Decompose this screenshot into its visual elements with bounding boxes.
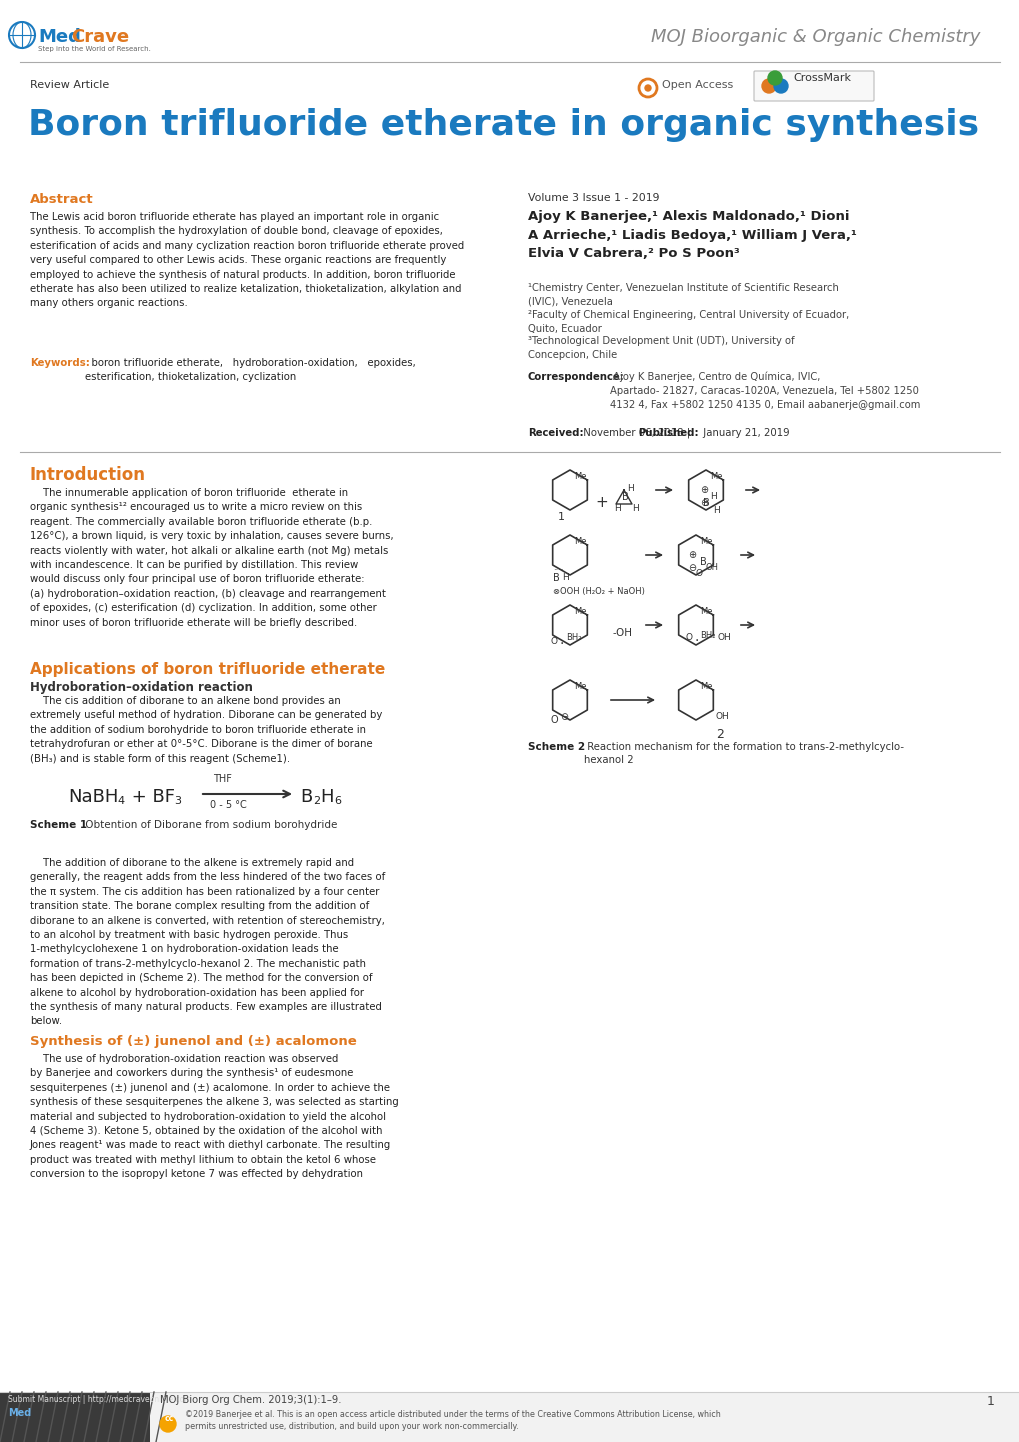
Text: Reaction mechanism for the formation to trans-2-methylcyclo-
hexanol 2: Reaction mechanism for the formation to … xyxy=(584,743,903,766)
Text: Scheme 2: Scheme 2 xyxy=(528,743,585,751)
Text: O: O xyxy=(695,570,702,578)
Text: ©2019 Banerjee et al. This is an open access article distributed under the terms: ©2019 Banerjee et al. This is an open ac… xyxy=(184,1410,720,1430)
Text: Me: Me xyxy=(574,682,586,691)
Text: Me: Me xyxy=(574,607,586,616)
Text: CrossMark: CrossMark xyxy=(792,74,850,84)
Text: Me: Me xyxy=(699,607,712,616)
Text: Synthesis of (±) junenol and (±) acalomone: Synthesis of (±) junenol and (±) acalomo… xyxy=(30,1035,357,1048)
Text: 2: 2 xyxy=(313,796,320,806)
Circle shape xyxy=(160,1416,176,1432)
Text: Hydroboration–oxidation reaction: Hydroboration–oxidation reaction xyxy=(30,681,253,694)
Text: Submit Manuscript | http://medcraveonline.com: Submit Manuscript | http://medcraveonlin… xyxy=(8,1394,192,1405)
Text: Abstract: Abstract xyxy=(30,193,94,206)
Bar xyxy=(0,1392,1019,1442)
Circle shape xyxy=(767,71,782,85)
Text: The cis addition of diborane to an alkene bond provides an
extremely useful meth: The cis addition of diborane to an alken… xyxy=(30,696,382,764)
Text: H: H xyxy=(709,492,716,500)
Circle shape xyxy=(644,85,650,91)
Text: .: . xyxy=(694,630,699,645)
Text: Received:: Received: xyxy=(528,428,583,438)
Text: .: . xyxy=(559,633,564,647)
Text: ³Technological Development Unit (UDT), University of
Concepcion, Chile: ³Technological Development Unit (UDT), U… xyxy=(528,336,794,360)
Text: + BF: + BF xyxy=(126,787,175,806)
Text: BH₂: BH₂ xyxy=(566,633,581,642)
Text: B: B xyxy=(699,557,706,567)
Text: January 21, 2019: January 21, 2019 xyxy=(699,428,789,438)
Text: cc: cc xyxy=(165,1415,174,1423)
Text: MOJ Biorg Org Chem. 2019;3(1):1–9.: MOJ Biorg Org Chem. 2019;3(1):1–9. xyxy=(160,1394,341,1405)
Text: ⊖: ⊖ xyxy=(699,497,707,508)
Text: Me: Me xyxy=(709,472,721,482)
Text: OH: OH xyxy=(715,712,729,721)
Text: B: B xyxy=(300,787,312,806)
Text: -OH: -OH xyxy=(612,629,633,637)
Text: Crave: Crave xyxy=(71,27,129,46)
Text: H: H xyxy=(613,505,621,513)
Text: ⊕: ⊕ xyxy=(688,549,695,559)
Text: Review Article: Review Article xyxy=(30,79,109,89)
Text: B: B xyxy=(622,492,628,502)
Text: BH₂: BH₂ xyxy=(699,632,714,640)
Text: 4: 4 xyxy=(117,796,124,806)
Circle shape xyxy=(761,79,775,92)
Bar xyxy=(0,1392,150,1442)
Text: Me: Me xyxy=(574,536,586,547)
Text: 6: 6 xyxy=(333,796,340,806)
Text: ....: .... xyxy=(552,562,562,572)
Text: boron trifluoride etherate,   hydroboration-oxidation,   epoxides,
esterificatio: boron trifluoride etherate, hydroboratio… xyxy=(85,358,416,382)
Text: Boron trifluoride etherate in organic synthesis: Boron trifluoride etherate in organic sy… xyxy=(28,108,978,141)
Text: OH: OH xyxy=(717,633,731,642)
Text: H: H xyxy=(320,787,333,806)
Text: The innumerable application of boron trifluoride  etherate in
organic synthesis¹: The innumerable application of boron tri… xyxy=(30,487,393,627)
Text: B: B xyxy=(552,572,559,583)
Text: ⊕: ⊕ xyxy=(699,485,707,495)
Text: Scheme 1: Scheme 1 xyxy=(30,820,87,831)
Circle shape xyxy=(773,79,788,92)
Text: ⊖: ⊖ xyxy=(559,712,568,722)
Text: ⊖: ⊖ xyxy=(688,562,695,572)
Text: NaBH: NaBH xyxy=(68,787,118,806)
Text: Keywords:: Keywords: xyxy=(30,358,90,368)
Text: ⊗OOH (H₂O₂ + NaOH): ⊗OOH (H₂O₂ + NaOH) xyxy=(552,587,644,596)
Text: H: H xyxy=(627,485,633,493)
Text: Med: Med xyxy=(38,27,81,46)
Text: Me: Me xyxy=(699,682,712,691)
Text: H: H xyxy=(561,572,569,583)
Text: ¹Chemistry Center, Venezuelan Institute of Scientific Research
(IVIC), Venezuela: ¹Chemistry Center, Venezuelan Institute … xyxy=(528,283,838,307)
Text: Med: Med xyxy=(8,1407,32,1417)
Text: B: B xyxy=(702,497,709,508)
Text: Introduction: Introduction xyxy=(30,466,146,485)
Text: 1: 1 xyxy=(986,1394,994,1407)
Text: H: H xyxy=(632,505,638,513)
Text: Open Access: Open Access xyxy=(661,79,733,89)
Text: 3: 3 xyxy=(174,796,180,806)
Text: Applications of boron trifluoride etherate: Applications of boron trifluoride ethera… xyxy=(30,662,385,676)
Text: Ajoy K Banerjee, Centro de Química, IVIC,
Apartado- 21827, Caracas-1020A, Venezu: Ajoy K Banerjee, Centro de Química, IVIC… xyxy=(609,372,919,411)
Text: O: O xyxy=(550,637,557,646)
Text: The use of hydroboration-oxidation reaction was observed
by Banerjee and coworke: The use of hydroboration-oxidation react… xyxy=(30,1054,398,1180)
Text: Me: Me xyxy=(574,472,586,482)
Text: Volume 3 Issue 1 - 2019: Volume 3 Issue 1 - 2019 xyxy=(528,193,659,203)
Text: Correspondence:: Correspondence: xyxy=(528,372,624,382)
Text: Obtention of Diborane from sodium borohydride: Obtention of Diborane from sodium borohy… xyxy=(82,820,337,831)
Text: 2: 2 xyxy=(715,728,723,741)
Text: Step into the World of Research.: Step into the World of Research. xyxy=(38,46,151,52)
Text: +: + xyxy=(595,495,607,510)
Text: 1: 1 xyxy=(557,512,565,522)
Text: O: O xyxy=(550,715,558,725)
Text: O: O xyxy=(686,633,692,642)
Text: 0 - 5 °C: 0 - 5 °C xyxy=(210,800,247,810)
Text: The addition of diborane to the alkene is extremely rapid and
generally, the rea: The addition of diborane to the alkene i… xyxy=(30,858,385,1027)
FancyBboxPatch shape xyxy=(753,71,873,101)
Text: ²Faculty of Chemical Engineering, Central University of Ecuador,
Quito, Ecuador: ²Faculty of Chemical Engineering, Centra… xyxy=(528,310,849,335)
Text: The Lewis acid boron trifluoride etherate has played an important role in organi: The Lewis acid boron trifluoride etherat… xyxy=(30,212,464,309)
Text: Published:: Published: xyxy=(637,428,698,438)
Text: OH: OH xyxy=(705,562,718,572)
Text: THF: THF xyxy=(213,774,231,784)
Text: H: H xyxy=(712,506,719,515)
Text: MOJ Bioorganic & Organic Chemistry: MOJ Bioorganic & Organic Chemistry xyxy=(650,27,979,46)
Text: Me: Me xyxy=(699,536,712,547)
Text: Ajoy K Banerjee,¹ Alexis Maldonado,¹ Dioni
A Arrieche,¹ Liadis Bedoya,¹ William : Ajoy K Banerjee,¹ Alexis Maldonado,¹ Dio… xyxy=(528,211,856,260)
Text: November 06, 2018 |: November 06, 2018 | xyxy=(580,428,693,438)
